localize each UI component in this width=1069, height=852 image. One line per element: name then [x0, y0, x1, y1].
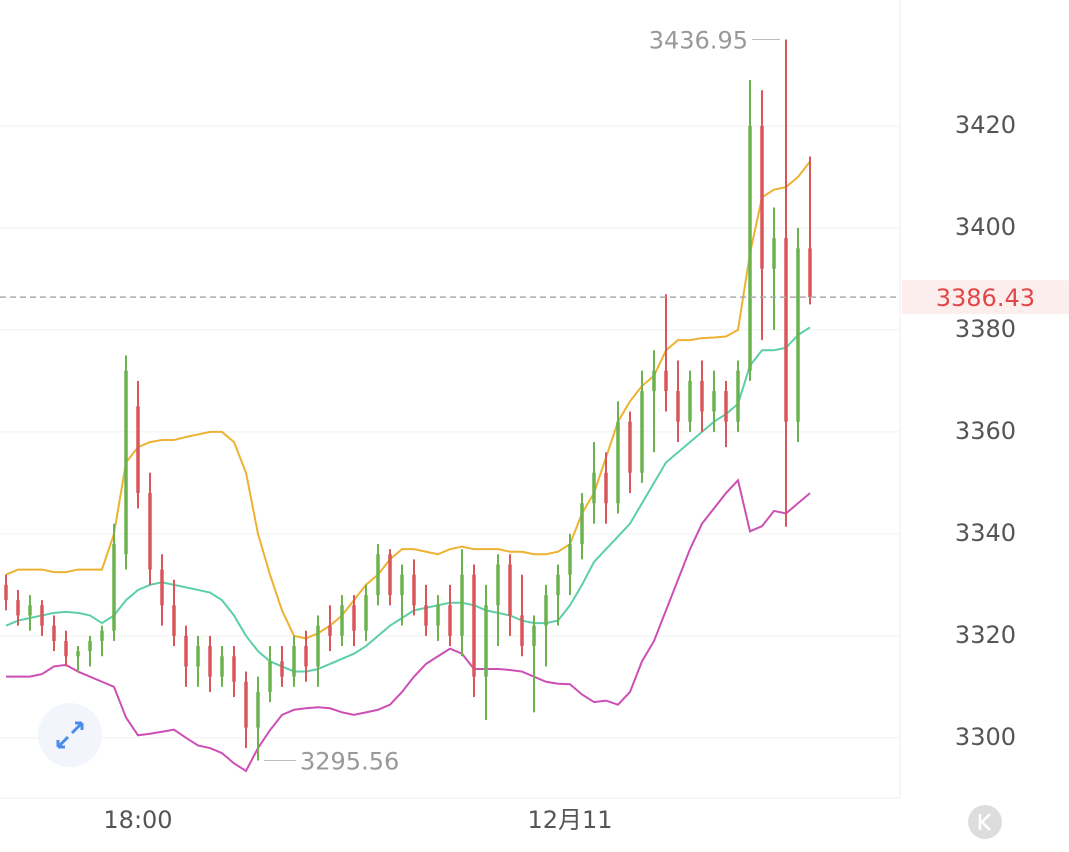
- candle-body: [208, 646, 212, 677]
- candle-body: [700, 380, 704, 412]
- candle-body: [640, 391, 644, 473]
- candle-body: [760, 125, 764, 269]
- candle-body: [148, 493, 152, 570]
- candle-body: [520, 615, 524, 647]
- candle-body: [772, 238, 776, 269]
- candle-body: [532, 625, 536, 647]
- candle-body: [160, 569, 164, 606]
- candle-body: [40, 605, 44, 626]
- candle-body: [568, 544, 572, 575]
- candle-body: [412, 574, 416, 606]
- candle-body: [244, 681, 248, 728]
- candle-body: [124, 370, 128, 555]
- candle-body: [484, 605, 488, 677]
- candle-body: [52, 625, 56, 641]
- candle-body: [688, 380, 692, 422]
- candle-body: [184, 635, 188, 667]
- candle-body: [592, 472, 596, 504]
- candle-body: [736, 370, 740, 422]
- candle-body: [556, 574, 560, 596]
- candle-body: [328, 625, 332, 636]
- y-tick-label: 3420: [955, 111, 1016, 139]
- x-tick-label: 18:00: [103, 806, 172, 834]
- candle-body: [448, 605, 452, 636]
- kline-icon: [978, 813, 991, 831]
- candle-body: [340, 605, 344, 636]
- candle-body: [4, 584, 8, 601]
- max-label: 3436.95: [649, 27, 748, 55]
- candle-body: [88, 640, 92, 652]
- candle-body: [172, 605, 176, 636]
- candle-body: [352, 605, 356, 631]
- candle-body: [796, 248, 800, 422]
- candle-body: [664, 370, 668, 392]
- y-tick-label: 3400: [955, 213, 1016, 241]
- candle-body: [196, 646, 200, 667]
- candle-body: [376, 554, 380, 596]
- candle-body: [64, 640, 68, 657]
- candle-body: [496, 564, 500, 606]
- y-tick-label: 3340: [955, 519, 1016, 547]
- expand-button[interactable]: [38, 703, 102, 767]
- candle-body: [400, 574, 404, 596]
- y-tick-label: 3320: [955, 621, 1016, 649]
- candle-body: [220, 656, 224, 677]
- candle-body: [76, 651, 80, 657]
- candle-body: [304, 646, 308, 667]
- band-line: [5, 161, 811, 640]
- candle-body: [724, 391, 728, 422]
- last-price-bg: [902, 280, 1069, 315]
- candle-body: [712, 391, 716, 412]
- candle-body: [676, 391, 680, 422]
- candle-body: [256, 691, 260, 728]
- kline-button[interactable]: [968, 805, 1002, 839]
- candle-body: [808, 248, 812, 298]
- band-line: [5, 326, 811, 673]
- candle-body: [424, 605, 428, 626]
- candle-body: [16, 600, 20, 616]
- y-tick-label: 3360: [955, 417, 1016, 445]
- x-tick-label: 12月11: [527, 806, 612, 834]
- candle-body: [100, 630, 104, 641]
- y-tick-label: 3300: [955, 723, 1016, 751]
- y-tick-label: 3380: [955, 315, 1016, 343]
- candle-body: [604, 472, 608, 504]
- min-label: 3295.56: [300, 747, 399, 775]
- candle-body: [136, 406, 140, 494]
- candle-body: [628, 421, 632, 473]
- candle-body: [544, 595, 548, 626]
- candle-body: [616, 421, 620, 504]
- candle-body: [784, 238, 788, 422]
- expand-icon: [56, 721, 84, 749]
- candle-body: [112, 544, 116, 631]
- candle-body: [580, 503, 584, 545]
- candle-body: [508, 564, 512, 616]
- candle-body: [436, 605, 440, 626]
- candle-body: [460, 574, 464, 636]
- candle-body: [292, 646, 296, 677]
- candle-body: [280, 661, 284, 677]
- candle-body: [388, 554, 392, 596]
- candle-body: [268, 661, 272, 692]
- candle-body: [316, 625, 320, 667]
- candle-body: [232, 656, 236, 682]
- candle-body: [472, 574, 476, 677]
- candle-body: [364, 595, 368, 631]
- candle-body: [652, 370, 656, 392]
- band-line: [6, 478, 811, 773]
- candle-body: [28, 605, 32, 616]
- candle-body: [748, 125, 752, 371]
- last-price-label: 3386.43: [936, 284, 1035, 312]
